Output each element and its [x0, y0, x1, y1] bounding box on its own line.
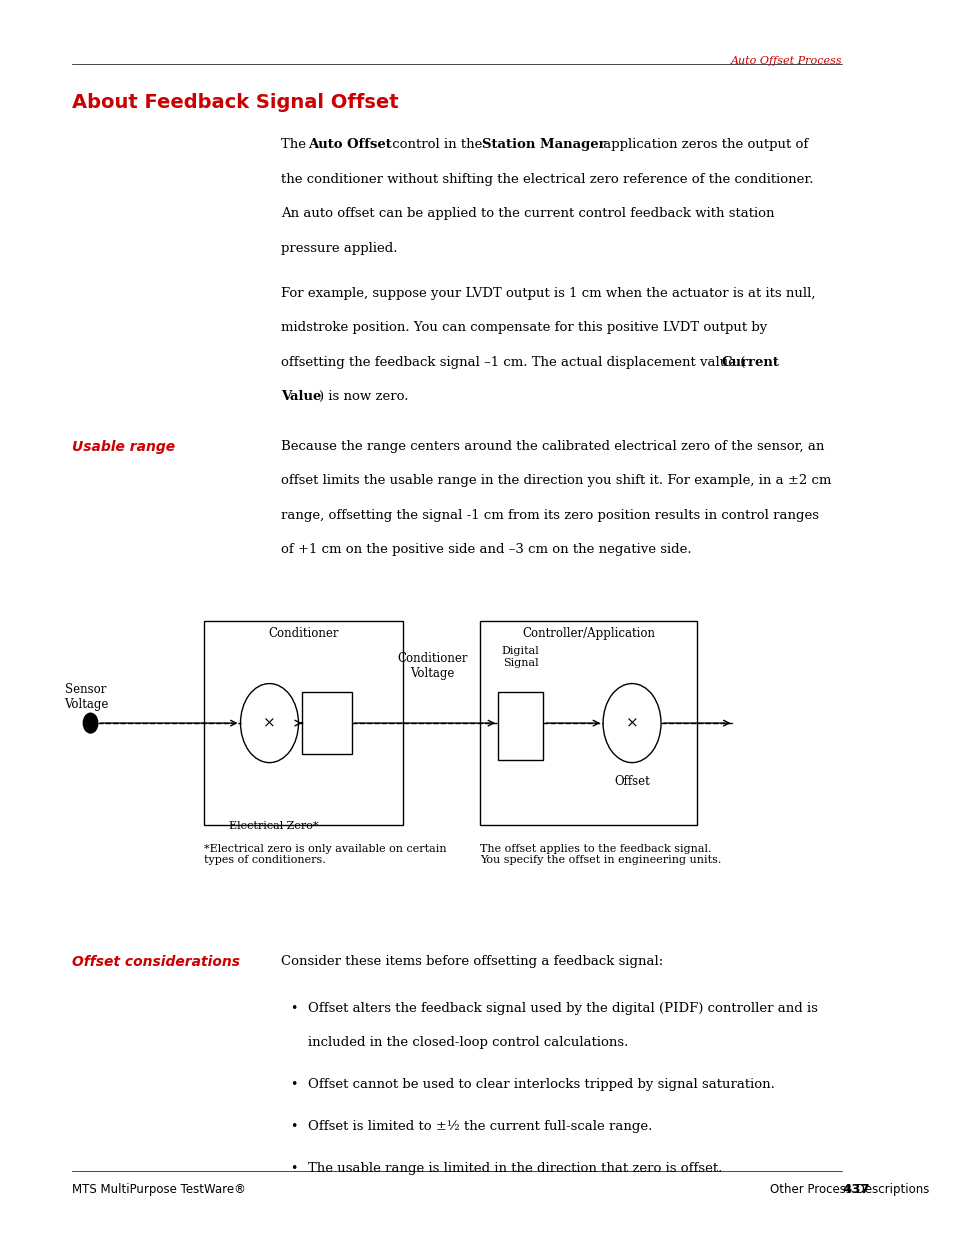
Text: Sensor
Voltage: Sensor Voltage — [64, 683, 108, 711]
Text: application zeros the output of: application zeros the output of — [598, 138, 807, 152]
Text: Offset is limited to ±½ the current full-scale range.: Offset is limited to ±½ the current full… — [308, 1120, 652, 1134]
FancyBboxPatch shape — [204, 621, 402, 825]
Text: Electrical Zero*: Electrical Zero* — [229, 821, 318, 831]
Text: •: • — [290, 1078, 296, 1092]
Text: offset limits the usable range in the direction you shift it. For example, in a : offset limits the usable range in the di… — [280, 474, 830, 488]
Text: ) is now zero.: ) is now zero. — [318, 390, 408, 404]
Text: Digital
Signal: Digital Signal — [501, 646, 539, 668]
Text: Because the range centers around the calibrated electrical zero of the sensor, a: Because the range centers around the cal… — [280, 440, 823, 453]
Text: The offset applies to the feedback signal.
You specify the offset in engineering: The offset applies to the feedback signa… — [479, 844, 720, 864]
Text: •: • — [290, 1162, 296, 1176]
Text: ×: × — [263, 716, 275, 730]
Text: An auto offset can be applied to the current control feedback with station: An auto offset can be applied to the cur… — [280, 207, 774, 221]
Text: Value: Value — [280, 390, 321, 404]
FancyBboxPatch shape — [302, 693, 352, 755]
Text: *Electrical zero is only available on certain
types of conditioners.: *Electrical zero is only available on ce… — [204, 844, 446, 864]
Text: A/D: A/D — [509, 716, 531, 730]
Text: The usable range is limited in the direction that zero is offset.: The usable range is limited in the direc… — [308, 1162, 721, 1176]
Text: range, offsetting the signal -1 cm from its zero position results in control ran: range, offsetting the signal -1 cm from … — [280, 509, 818, 522]
Text: Conditioner: Conditioner — [268, 627, 338, 641]
Text: About Feedback Signal Offset: About Feedback Signal Offset — [72, 93, 398, 111]
Text: Other Process Descriptions: Other Process Descriptions — [769, 1183, 928, 1197]
Text: included in the closed-loop control calculations.: included in the closed-loop control calc… — [308, 1036, 628, 1050]
Text: •: • — [290, 1002, 296, 1015]
Circle shape — [83, 714, 98, 734]
Text: 437: 437 — [841, 1183, 869, 1197]
Text: Offset: Offset — [614, 776, 649, 788]
FancyBboxPatch shape — [497, 693, 543, 761]
Text: Consider these items before offsetting a feedback signal:: Consider these items before offsetting a… — [280, 955, 662, 968]
Text: Auto Offset: Auto Offset — [308, 138, 392, 152]
Text: offsetting the feedback signal –1 cm. The actual displacement value (: offsetting the feedback signal –1 cm. Th… — [280, 356, 744, 369]
Text: control in the: control in the — [388, 138, 486, 152]
Text: Offset considerations: Offset considerations — [72, 955, 240, 968]
Text: •: • — [290, 1120, 296, 1134]
Text: Usable range: Usable range — [72, 440, 175, 453]
Text: MTS MultiPurpose TestWare®: MTS MultiPurpose TestWare® — [72, 1183, 246, 1197]
Text: Controller/Application: Controller/Application — [521, 627, 655, 641]
Text: Offset alters the feedback signal used by the digital (PIDF) controller and is: Offset alters the feedback signal used b… — [308, 1002, 817, 1015]
Text: Station Manager: Station Manager — [481, 138, 604, 152]
Text: Current: Current — [720, 356, 779, 369]
Text: the conditioner without shifting the electrical zero reference of the conditione: the conditioner without shifting the ele… — [280, 173, 812, 186]
Text: ×: × — [625, 716, 638, 730]
Text: Gain: Gain — [313, 716, 340, 730]
Text: of +1 cm on the positive side and –3 cm on the negative side.: of +1 cm on the positive side and –3 cm … — [280, 543, 691, 557]
Text: Conditioner
Voltage: Conditioner Voltage — [396, 652, 467, 680]
Text: Auto Offset Process: Auto Offset Process — [730, 56, 841, 65]
FancyBboxPatch shape — [479, 621, 697, 825]
Text: The: The — [280, 138, 310, 152]
Text: Offset cannot be used to clear interlocks tripped by signal saturation.: Offset cannot be used to clear interlock… — [308, 1078, 774, 1092]
Text: pressure applied.: pressure applied. — [280, 242, 396, 256]
Text: midstroke position. You can compensate for this positive LVDT output by: midstroke position. You can compensate f… — [280, 321, 766, 335]
Text: For example, suppose your LVDT output is 1 cm when the actuator is at its null,: For example, suppose your LVDT output is… — [280, 287, 815, 300]
